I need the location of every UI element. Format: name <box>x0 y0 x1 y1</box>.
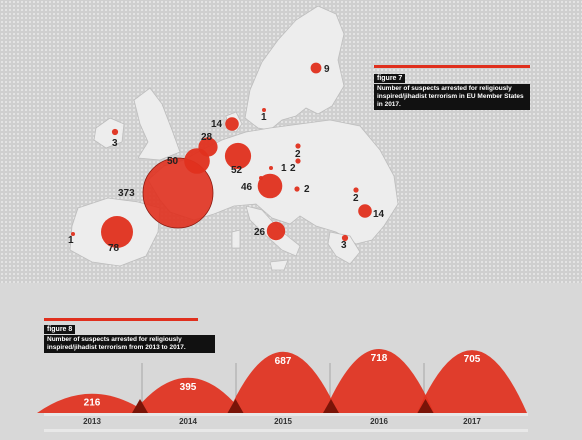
bubble-italy <box>266 221 286 241</box>
figure7-rule <box>374 65 530 68</box>
year-label-2013: 2013 <box>83 417 101 426</box>
bubble-czech-republic <box>269 166 273 170</box>
bubble-label-austria: 46 <box>241 182 253 193</box>
bubble-germany <box>224 142 252 170</box>
bubble-spain <box>101 216 133 248</box>
bubble-ireland <box>111 128 119 136</box>
bubble-bulgaria <box>358 204 372 218</box>
bubble-denmark <box>225 117 239 131</box>
hill-2014 <box>133 377 243 413</box>
year-label-2016: 2016 <box>370 417 388 426</box>
bubble-label-ireland: 3 <box>112 138 118 149</box>
bubble-label-finland: 9 <box>324 64 330 75</box>
bubble-label-greece: 3 <box>341 240 347 251</box>
bubble-austria <box>257 173 283 199</box>
chart-bottom-rule <box>44 429 528 432</box>
value-label-2013: 216 <box>84 398 101 409</box>
hill-2013 <box>37 393 147 413</box>
value-label-2014: 395 <box>180 382 197 393</box>
figure8-title: Number of suspects arrested for religiou… <box>44 335 215 353</box>
bubble-label-portugal: 1 <box>68 235 74 246</box>
bubble-slovakia <box>259 176 263 180</box>
bubble-label-germany: 52 <box>231 165 243 176</box>
bubble-label-netherlands: 28 <box>201 132 213 143</box>
bubble-label-italy: 26 <box>254 227 266 238</box>
bubble-romania <box>353 187 359 193</box>
bubble-poland <box>295 143 301 149</box>
bubble-sweden <box>262 108 266 112</box>
hill-overlap <box>323 399 339 413</box>
bubble-label-sweden: 1 <box>261 112 267 123</box>
hill-overlap <box>227 399 244 413</box>
year-label-2017: 2017 <box>463 417 481 426</box>
bubble-france <box>142 157 214 229</box>
bubble-croatia <box>294 186 300 192</box>
bubble-label-spain: 78 <box>108 243 120 254</box>
bubble-portugal <box>71 232 75 236</box>
hill-overlap <box>132 399 148 413</box>
bubble-label-poland: 2 <box>295 149 301 160</box>
bubble-label-france: 373 <box>118 188 135 199</box>
figure8-rule <box>44 318 198 321</box>
bubble-label-hungary: 2 <box>290 163 296 174</box>
year-label-2014: 2014 <box>179 417 197 426</box>
arrests-timeline-chart: 216 2013 395 2014 687 2015 718 2016 705 2017 <box>37 349 528 432</box>
chart-baseline <box>44 413 528 416</box>
bubble-greece <box>341 234 349 242</box>
bubble-label-denmark: 14 <box>211 119 223 130</box>
year-label-2015: 2015 <box>274 417 292 426</box>
figure7-number: figure 7 <box>374 74 406 83</box>
bubble-label-croatia: 2 <box>304 184 310 195</box>
value-label-2015: 687 <box>275 356 292 367</box>
bubble-finland <box>310 62 322 74</box>
bubble-label-bulgaria: 14 <box>373 209 385 220</box>
bubble-label-belgium: 50 <box>167 156 179 167</box>
bubble-hungary <box>295 158 301 164</box>
bubble-netherlands <box>198 137 218 157</box>
figure7-title: Number of suspects arrested for religiou… <box>374 84 530 110</box>
figure8-number: figure 8 <box>44 325 76 334</box>
bubble-label-czech-republic: 1 <box>281 163 287 174</box>
map-panel: 373 78 50 52 26 28 46 2 3 1 14 1 9 1 2 2 2 14 3 <box>0 0 582 283</box>
value-label-2016: 718 <box>371 353 388 364</box>
hill-2016 <box>324 349 434 413</box>
hill-overlap <box>417 399 434 413</box>
value-label-2017: 705 <box>464 354 481 365</box>
bubble-label-romania: 2 <box>353 193 359 204</box>
hill-2015 <box>228 351 338 413</box>
hill-2017 <box>417 350 527 413</box>
